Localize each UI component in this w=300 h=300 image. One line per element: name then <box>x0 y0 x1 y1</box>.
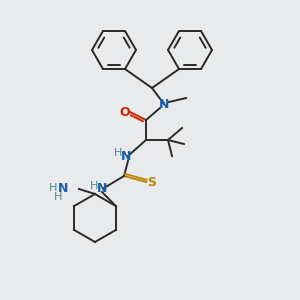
Text: N: N <box>121 151 131 164</box>
Text: S: S <box>148 176 157 188</box>
Text: H: H <box>49 183 57 193</box>
Text: H: H <box>54 192 62 202</box>
Text: N: N <box>58 182 68 194</box>
Text: N: N <box>159 98 169 110</box>
Text: O: O <box>120 106 130 118</box>
Text: H: H <box>114 148 122 158</box>
Text: H: H <box>90 181 98 191</box>
Text: N: N <box>97 182 107 196</box>
